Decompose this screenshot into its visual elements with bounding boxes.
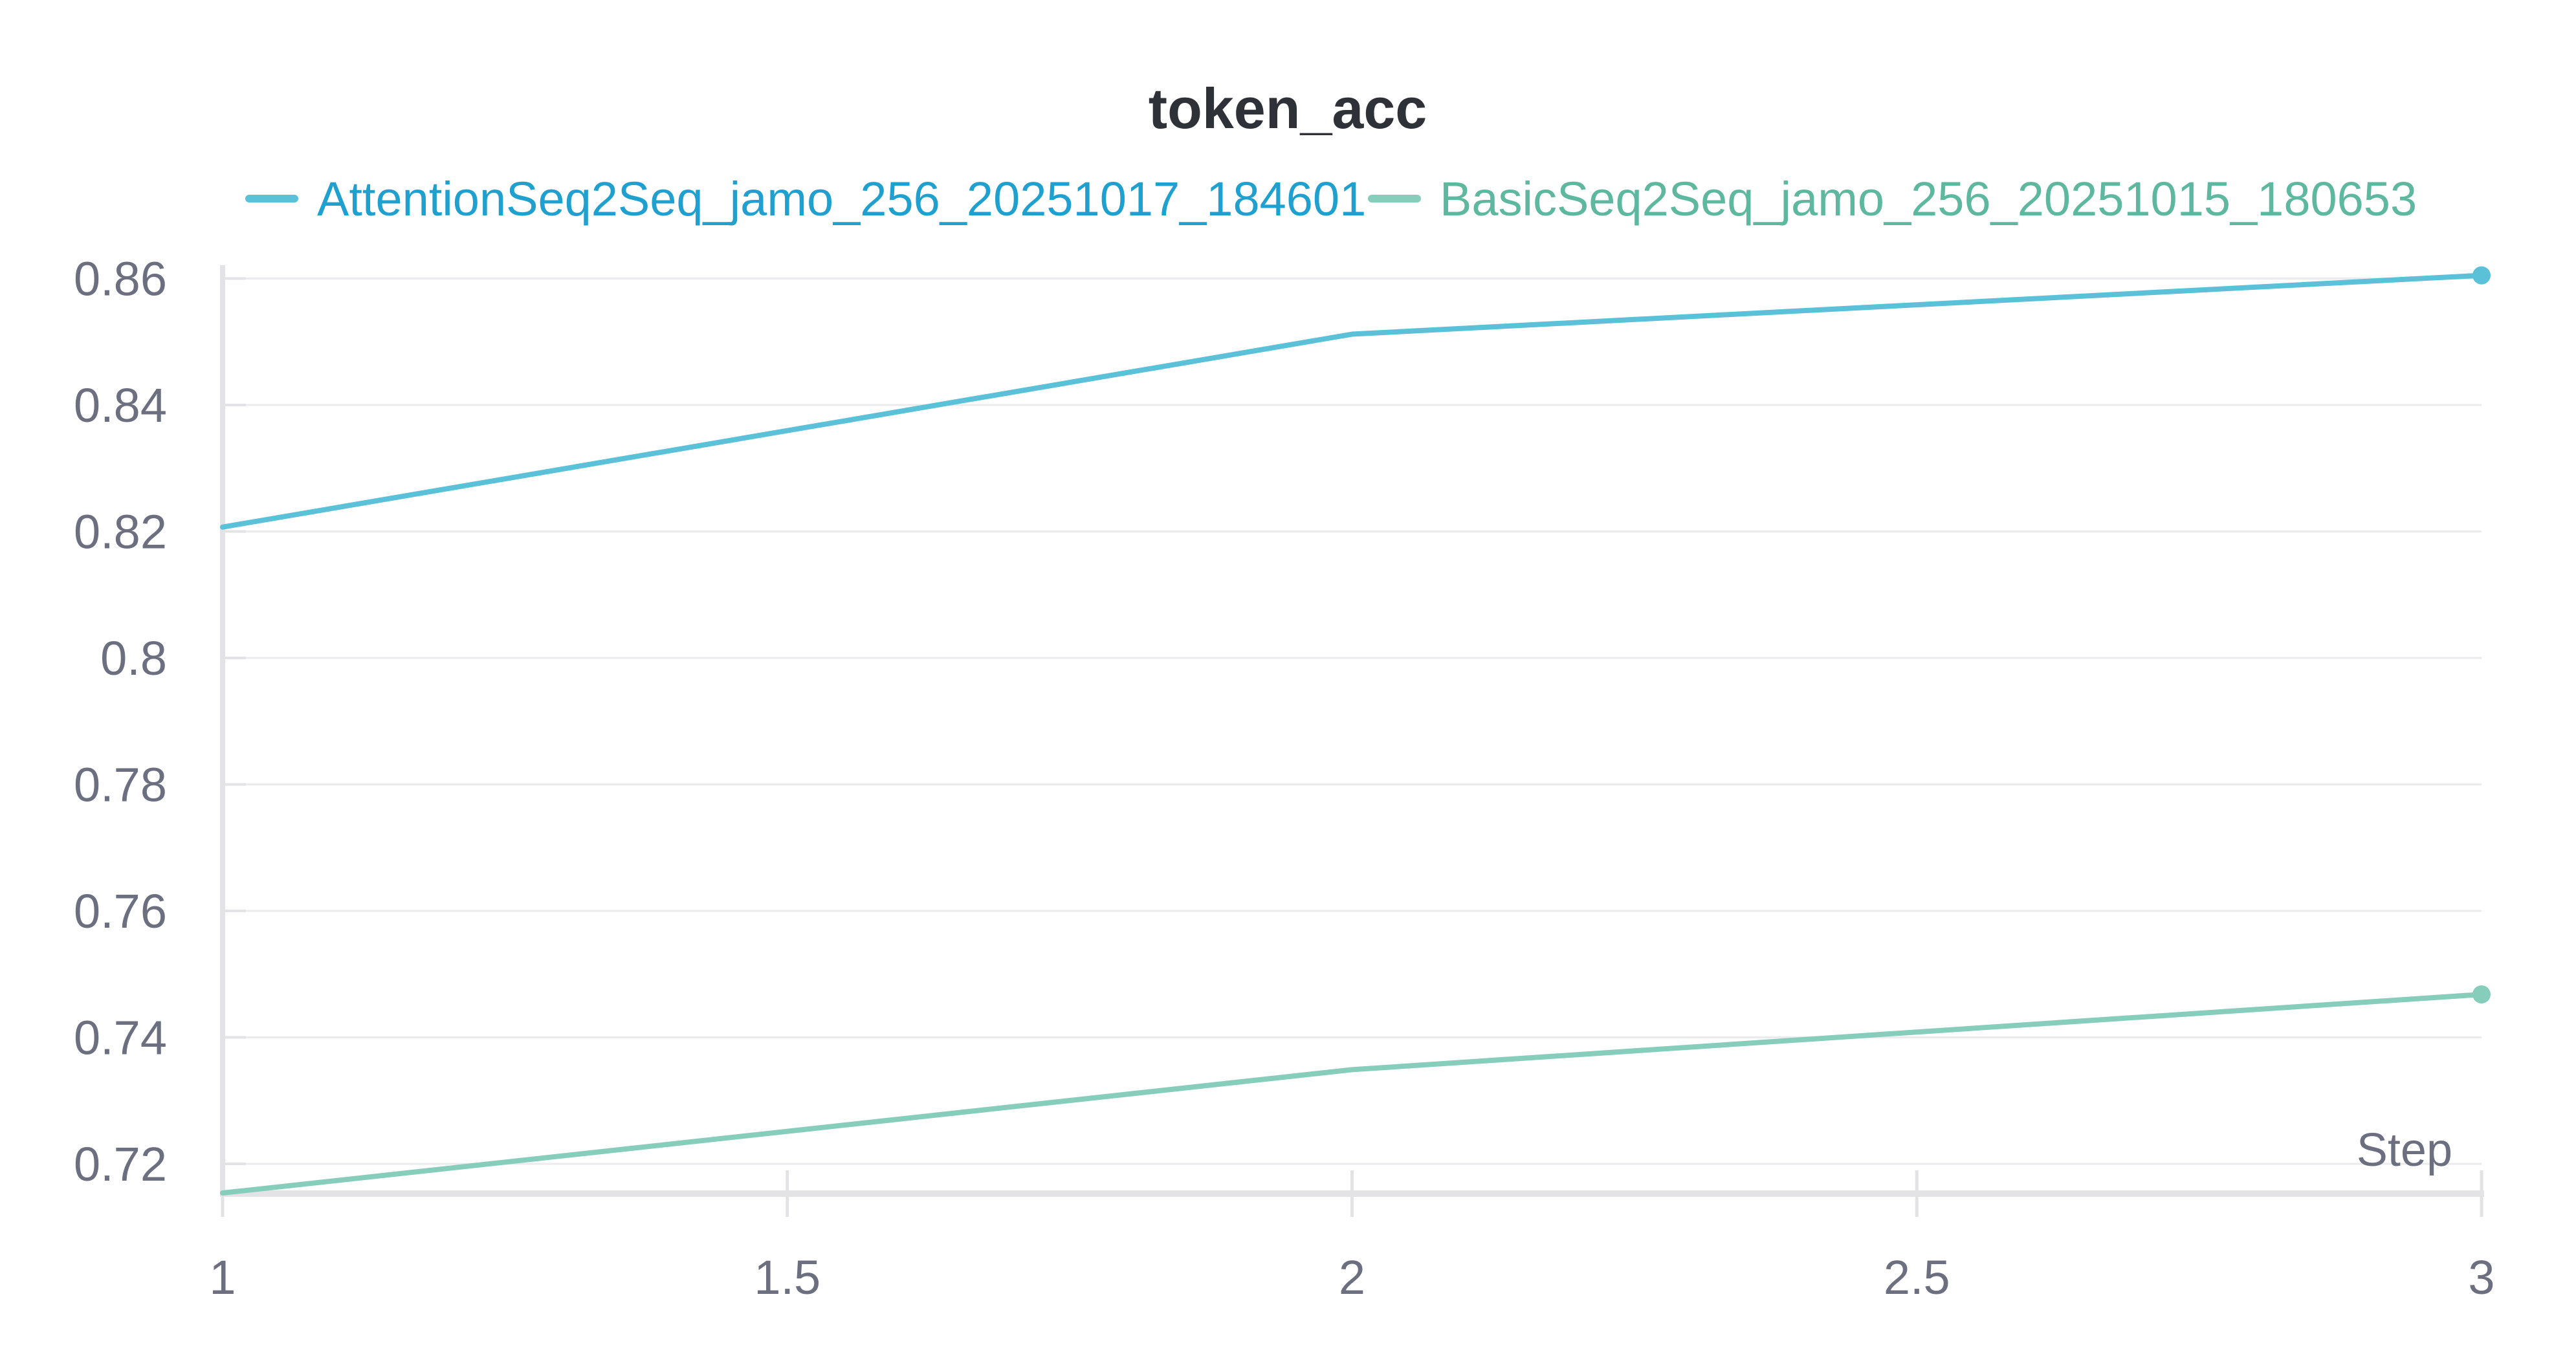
- y-tick-label: 0.72: [74, 1137, 167, 1191]
- x-tick-label: 2: [1339, 1251, 1365, 1304]
- chart-legend: AttentionSeq2Seq_jamo_256_20251017_18460…: [245, 172, 2417, 226]
- y-tick-label: 0.76: [74, 884, 167, 938]
- x-tick-label: 1: [209, 1251, 236, 1304]
- y-tick-label: 0.82: [74, 505, 167, 559]
- series-group: [220, 266, 2491, 1196]
- series-end-point-2: [2472, 985, 2491, 1004]
- series-line-2: [220, 992, 2484, 1196]
- y-tick-label: 0.8: [100, 631, 167, 685]
- x-axis-label: Step: [2357, 1124, 2452, 1176]
- series-line-1: [220, 272, 2484, 530]
- y-tick-label: 0.74: [74, 1011, 167, 1065]
- legend-label-2: BasicSeq2Seq_jamo_256_20251015_180653: [1440, 172, 2417, 226]
- series-end-point-1: [2472, 266, 2491, 285]
- x-axis: 1 1.5 2 2.5 3: [209, 1170, 2495, 1304]
- y-tick-label: 0.86: [74, 252, 167, 306]
- y-axis: 0.72 0.74 0.76 0.78 0.8 0.82 0.84 0.86: [74, 252, 246, 1196]
- x-tick-label: 2.5: [1884, 1251, 1950, 1304]
- y-tick-label: 0.78: [74, 758, 167, 812]
- y-tick-label: 0.84: [74, 378, 167, 432]
- grid-lines: [223, 278, 2482, 1165]
- chart-title: token_acc: [1149, 76, 1427, 140]
- x-tick-label: 3: [2468, 1251, 2494, 1304]
- x-tick-label: 1.5: [754, 1251, 820, 1304]
- legend-label-1: AttentionSeq2Seq_jamo_256_20251017_18460…: [317, 172, 1366, 226]
